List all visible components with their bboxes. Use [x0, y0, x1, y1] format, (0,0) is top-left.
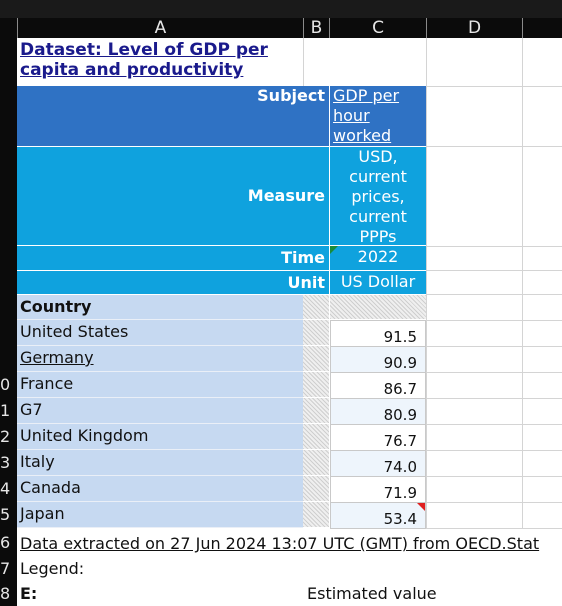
hatch-cell [303, 502, 329, 528]
gridline [426, 270, 562, 271]
row-number-10[interactable]: 0 [0, 375, 10, 395]
gridline [522, 38, 523, 528]
column-header-a[interactable]: A [17, 18, 303, 38]
subject-value-link[interactable]: GDP per hour worked [330, 86, 426, 146]
extraction-note-link[interactable]: Data extracted on 27 Jun 2024 13:07 UTC … [20, 534, 540, 553]
hatch-cell [303, 320, 329, 346]
gridline [426, 502, 562, 503]
value-cell-france[interactable]: 86.7 [330, 372, 426, 399]
country-cell-united-states: United States [17, 320, 303, 346]
gridline [426, 320, 562, 321]
gridline [426, 346, 562, 347]
gridline [303, 38, 304, 86]
toolbar-strip [0, 0, 562, 18]
row-number-14[interactable]: 4 [0, 479, 10, 499]
column-header-d[interactable]: D [426, 18, 522, 38]
country-cell-italy: Italy [17, 450, 303, 476]
row-number-13[interactable]: 3 [0, 453, 10, 473]
value-cell-g7[interactable]: 80.9 [330, 398, 426, 425]
time-label: Time [17, 246, 329, 270]
row-number-17[interactable]: 7 [0, 559, 10, 579]
value-cell-germany[interactable]: 90.9 [330, 346, 426, 373]
gridline [426, 146, 562, 147]
hatch-cell [303, 476, 329, 502]
unit-value: US Dollar [330, 271, 426, 294]
hatch-cell [303, 450, 329, 476]
row-number-12[interactable]: 2 [0, 427, 10, 447]
gridline [426, 294, 562, 295]
row-number-16[interactable]: 6 [0, 533, 10, 553]
gridline [426, 476, 562, 477]
value-cell-united-kingdom[interactable]: 76.7 [330, 424, 426, 451]
gridline [426, 528, 562, 529]
country-cell-japan: Japan [17, 502, 303, 528]
gridline [426, 86, 562, 87]
hatch-cell [303, 424, 329, 450]
gridline [426, 38, 427, 528]
time-value: 2022 [330, 246, 426, 270]
country-cell-france: France [17, 372, 303, 398]
comment-flag-green[interactable] [330, 246, 338, 254]
gridline [426, 424, 562, 425]
gridline [426, 450, 562, 451]
hatch-cell [303, 398, 329, 424]
hatch-cell [303, 372, 329, 398]
row-number-18[interactable]: 8 [0, 584, 10, 604]
country-cell-united-kingdom: United Kingdom [17, 424, 303, 450]
comment-flag-red[interactable] [417, 503, 425, 511]
hatch-cell [330, 295, 426, 320]
country-column-header: Country [17, 295, 303, 320]
column-header-c[interactable]: C [329, 18, 426, 38]
legend-value: Estimated value [307, 584, 437, 603]
country-link-germany[interactable]: Germany [17, 346, 303, 372]
value-cell-japan[interactable]: 53.4 [330, 502, 426, 529]
measure-label: Measure [17, 147, 329, 245]
gridline [426, 246, 562, 247]
country-cell-canada: Canada [17, 476, 303, 502]
subject-label: Subject [17, 86, 329, 146]
gridline [426, 398, 562, 399]
dataset-title-link[interactable]: Dataset: Level of GDP per capita and pro… [20, 40, 268, 80]
value-cell-italy[interactable]: 74.0 [330, 450, 426, 477]
legend-key: E: [20, 584, 38, 603]
select-all-corner[interactable] [0, 18, 17, 38]
measure-value: USD, current prices, current PPPs [330, 147, 426, 246]
hatch-cell [303, 346, 329, 372]
row-number-11[interactable]: 1 [0, 401, 10, 421]
gridline [426, 372, 562, 373]
hatch-cell [303, 295, 329, 320]
column-header-b[interactable]: B [303, 18, 329, 38]
value-cell-canada[interactable]: 71.9 [330, 476, 426, 503]
country-cell-g7: G7 [17, 398, 303, 424]
value-cell-united-states[interactable]: 91.5 [330, 320, 426, 347]
unit-label: Unit [17, 271, 329, 294]
legend-label: Legend: [20, 559, 85, 578]
column-header-e[interactable] [522, 18, 562, 38]
row-number-15[interactable]: 5 [0, 505, 10, 525]
